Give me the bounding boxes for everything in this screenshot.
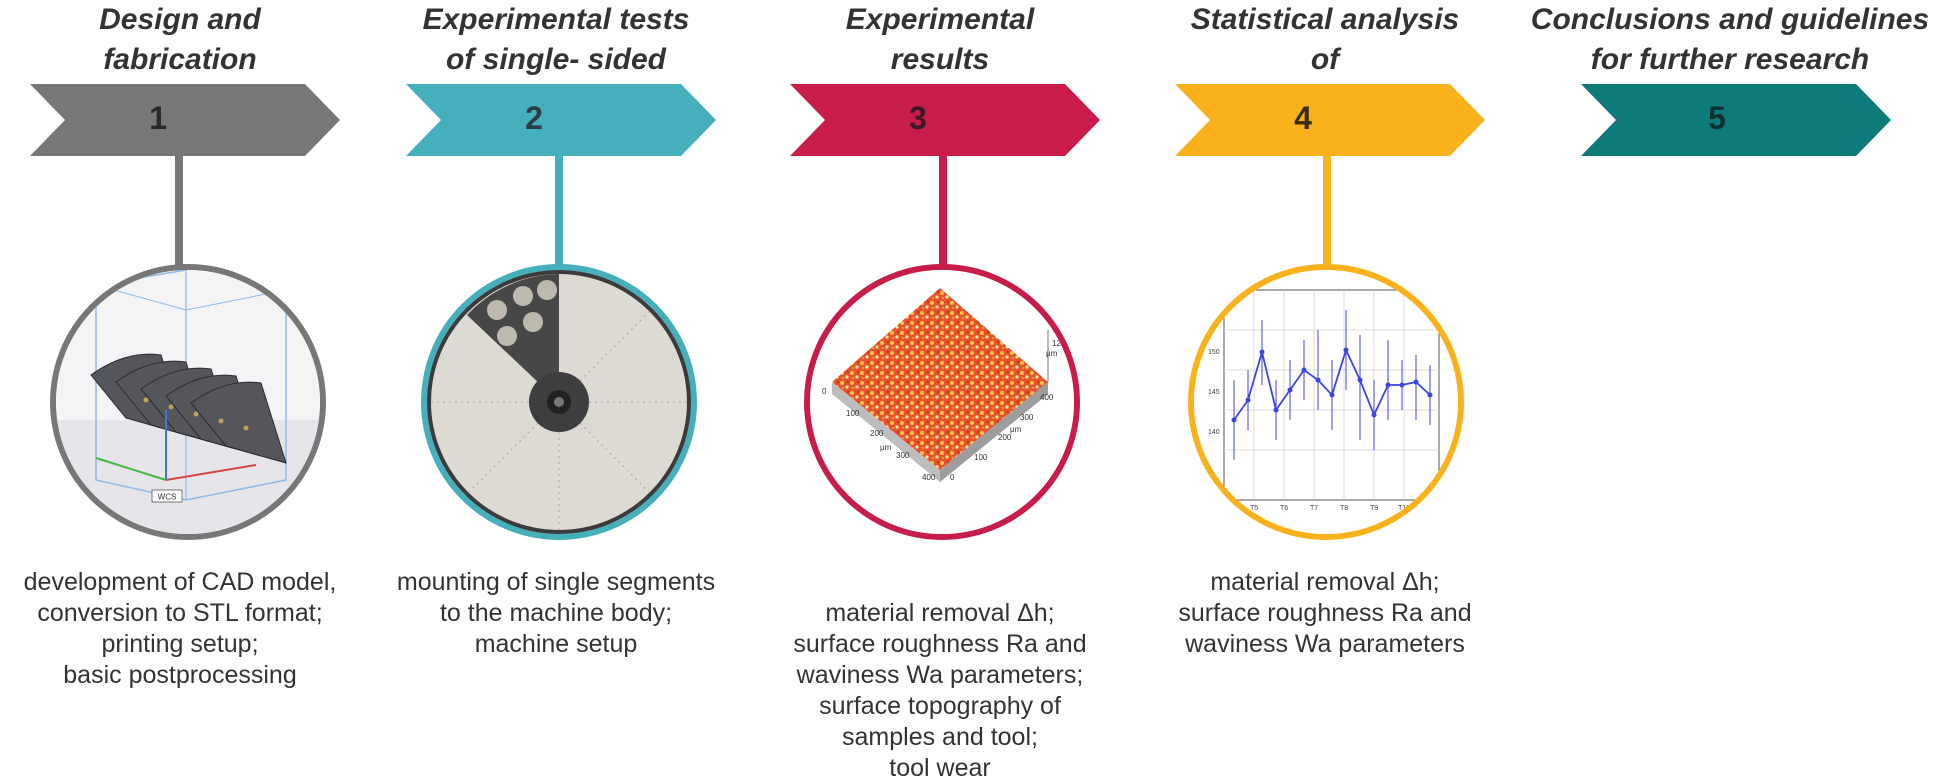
- step-arrow: [30, 84, 340, 156]
- step-number: 4: [1294, 100, 1312, 136]
- wcs-label: WCS: [158, 493, 177, 502]
- arrow-shape: [790, 84, 1100, 156]
- y-tick-label: 300: [1020, 413, 1034, 422]
- plot-x-tick: T5: [1250, 505, 1258, 512]
- x-tick-label: 100: [846, 409, 860, 418]
- surface-topography-3d: 12.35 μm 400 300 200 100 0 μm 0 100 200 …: [810, 270, 1074, 534]
- step-1-image-circle: WCS: [50, 264, 326, 540]
- plot-y-tick: 145: [1208, 389, 1220, 396]
- plot-x-tick: T8: [1340, 505, 1348, 512]
- y-unit-label: μm: [1010, 425, 1022, 434]
- plot-x-tick: T7: [1310, 505, 1318, 512]
- step-arrow: [1581, 84, 1891, 156]
- error-bar-plot: 150 145 140 T5 T6 T7 T8 T9 T10: [1194, 270, 1458, 534]
- z-unit-label: μm: [1046, 349, 1058, 358]
- step-2-connector: [555, 150, 563, 274]
- step-number: 3: [909, 100, 927, 136]
- step-3-connector: [939, 150, 947, 274]
- step-number: 5: [1708, 100, 1726, 136]
- step-2-description: mounting of single segments to the machi…: [396, 568, 716, 658]
- plot-y-tick: 150: [1208, 349, 1220, 356]
- plot-y-tick: 140: [1208, 429, 1220, 436]
- step-4-description: material removal Δh; surface roughness R…: [1178, 568, 1472, 658]
- step-3-description: material removal Δh; surface roughness R…: [760, 567, 1120, 784]
- step-4-connector: [1323, 150, 1331, 274]
- x-tick-label: 400: [922, 473, 936, 482]
- step-number: 2: [525, 100, 543, 136]
- plot-x-tick: T6: [1280, 505, 1288, 512]
- step-arrow: [1175, 84, 1485, 156]
- z-tick-label: 12.35: [1052, 339, 1073, 348]
- step-arrow: [790, 84, 1100, 156]
- lapping-machine-photo: [427, 270, 691, 534]
- y-tick-label: 100: [974, 453, 988, 462]
- x-tick-label: 300: [896, 451, 910, 460]
- cad-segments: [90, 353, 287, 464]
- x-tick-label: 0: [822, 387, 827, 396]
- x-tick-label: 200: [870, 429, 884, 438]
- plot-x-tick: T10: [1398, 505, 1410, 512]
- step-2-image-circle: [421, 264, 697, 540]
- step-number: 1: [149, 100, 167, 136]
- arrow-shape: [30, 84, 340, 156]
- x-unit-label: μm: [880, 443, 892, 452]
- step-title: Conclusions and guidelines for further r…: [1530, 3, 1930, 76]
- cad-model-render: WCS: [56, 270, 320, 534]
- step-1-description: development of CAD model, conversion to …: [23, 568, 337, 689]
- y-tick-label: 400: [1040, 393, 1054, 402]
- step-3-image-circle: 12.35 μm 400 300 200 100 0 μm 0 100 200 …: [804, 264, 1080, 540]
- step-4-image-circle: 150 145 140 T5 T6 T7 T8 T9 T10: [1188, 264, 1464, 540]
- arrow-shape: [1581, 84, 1891, 156]
- y-tick-label: 0: [950, 473, 955, 482]
- step-title: Experimental results: [845, 3, 1035, 76]
- step-1-connector: [175, 150, 183, 274]
- step-3-description-text: material removal Δh; surface roughness R…: [793, 599, 1087, 782]
- plot-x-tick: T9: [1370, 505, 1378, 512]
- y-tick-label: 200: [998, 433, 1012, 442]
- arrow-shape: [1175, 84, 1485, 156]
- step-arrow: [406, 84, 716, 156]
- arrow-shape: [406, 84, 716, 156]
